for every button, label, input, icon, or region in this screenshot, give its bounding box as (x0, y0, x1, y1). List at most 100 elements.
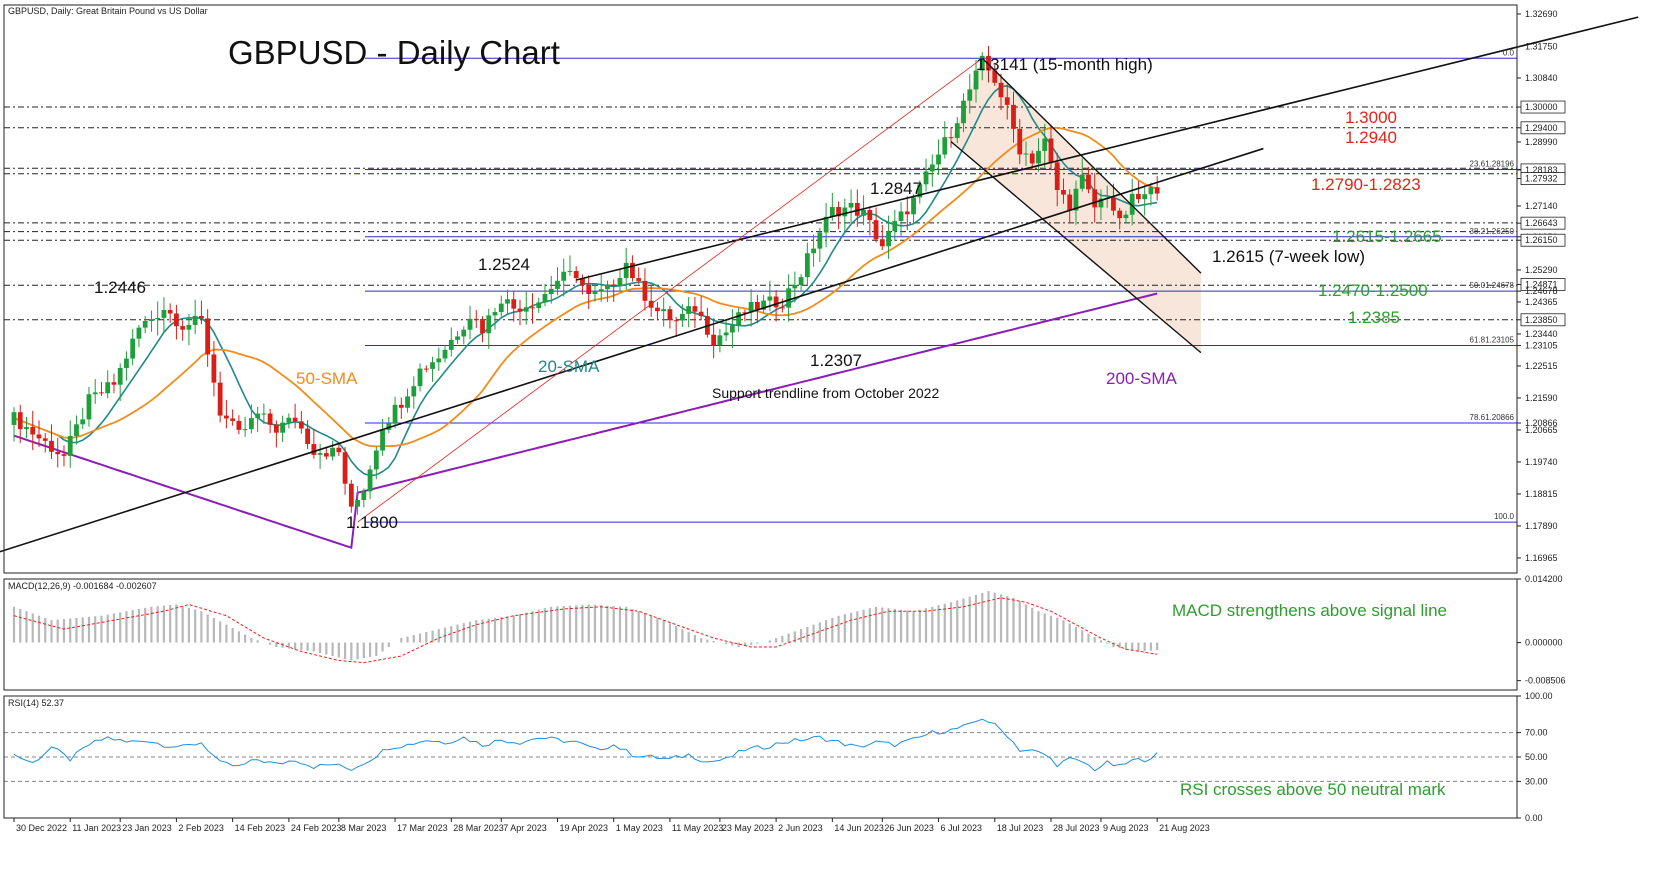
y-axis-price-box (1520, 121, 1566, 135)
candle-body (517, 308, 523, 312)
candle-body (480, 320, 485, 334)
chart-symbol-info: GBPUSD, Daily: Great Britain Pound vs US… (8, 6, 208, 16)
candle-body (929, 164, 935, 172)
candle-body (1098, 198, 1104, 208)
y-axis-label: 1.24678 (1525, 286, 1558, 296)
candle-body (111, 382, 117, 385)
x-axis-label: 2 Jun 2023 (778, 823, 823, 833)
candle-body (879, 239, 885, 247)
candle-body (542, 294, 548, 303)
x-axis-label: 17 Mar 2023 (397, 823, 448, 833)
candle-body (1123, 214, 1129, 219)
candle-body (199, 315, 204, 319)
candle-body (255, 413, 261, 419)
candle-body (898, 211, 904, 221)
candle-body (1042, 138, 1048, 151)
candle-body (536, 302, 542, 309)
candle-body (630, 262, 635, 279)
candle-body (1079, 174, 1085, 189)
fibonacci-label: 23.61.28196 (1470, 159, 1515, 168)
candle-body (698, 311, 704, 317)
candle-body (948, 137, 954, 139)
candle-body (967, 89, 973, 101)
sma-200-line (13, 292, 1158, 550)
rsi-y-label: 70.00 (1525, 728, 1548, 738)
label-20-sma: 20-SMA (538, 357, 600, 376)
y-axis-label: 1.19740 (1525, 457, 1558, 467)
y-axis-price-box (1520, 278, 1566, 291)
upper-trendline (576, 16, 1639, 281)
candle-body (667, 309, 673, 321)
candle-body (1048, 138, 1054, 163)
level-label: 1.2940 (1345, 128, 1397, 147)
candle-body (798, 277, 804, 285)
candle-body (492, 312, 498, 316)
candle-body (361, 491, 367, 501)
x-axis-label: 1 May 2023 (616, 823, 663, 833)
y-axis-label: 1.28990 (1525, 137, 1558, 147)
candle-body (386, 423, 392, 430)
fibonacci-label: 0.0 (1503, 48, 1515, 57)
y-axis-label: 1.32690 (1525, 9, 1558, 19)
level-label: 1.2470-1.2500 (1318, 281, 1428, 300)
candle-body (105, 382, 111, 394)
candle-body (1129, 193, 1135, 215)
candle-body (692, 306, 698, 312)
candle-body (174, 313, 179, 327)
fibonacci-label: 38.21.26250 (1470, 227, 1515, 236)
candle-body (36, 434, 42, 439)
candle-body (430, 362, 435, 369)
candle-body (736, 312, 742, 326)
candle-body (605, 284, 610, 290)
candle-body (811, 248, 816, 254)
candle-body (773, 296, 779, 308)
candle-body (136, 327, 142, 339)
y-axis-label: 1.30840 (1525, 73, 1558, 83)
candle-body (1092, 189, 1098, 208)
candle-body (854, 202, 860, 216)
candle-body (923, 171, 929, 185)
x-axis-label: 11 Jan 2023 (72, 823, 121, 833)
rsi-y-label: 50.00 (1525, 752, 1548, 762)
candle-body (1086, 174, 1091, 190)
macd-pane-frame (3, 578, 1518, 691)
candle-body (842, 207, 848, 217)
candle-body (836, 207, 841, 217)
candle-body (655, 307, 660, 312)
candle-body (42, 438, 48, 441)
fibonacci-label: 50.01.24678 (1470, 281, 1515, 290)
candle-body (886, 231, 891, 247)
sma-20-line (13, 85, 1158, 477)
candle-body (936, 154, 941, 165)
candle-body (1023, 153, 1029, 155)
label-50-sma: 50-SMA (296, 369, 358, 388)
y-axis-label: 1.29400 (1525, 123, 1558, 133)
candle-body (298, 421, 304, 429)
candle-body (305, 428, 311, 445)
candle-body (248, 418, 254, 430)
y-axis-label: 1.24365 (1525, 297, 1558, 307)
x-axis-label: 6 Jul 2023 (941, 823, 983, 833)
candle-body (742, 312, 748, 314)
candle-body (217, 382, 223, 416)
candle-body (1011, 104, 1016, 129)
fibonacci-label: 100.0 (1494, 512, 1515, 521)
level-label: 1.2385 (1348, 308, 1400, 327)
candle-body (1117, 210, 1123, 219)
candle-body (236, 420, 242, 430)
candle-body (592, 291, 598, 295)
candle-body (848, 202, 854, 208)
candle-body (686, 306, 692, 314)
x-axis-label: 23 Jan 2023 (122, 823, 172, 833)
candle-body (636, 278, 642, 281)
candle-body (317, 453, 323, 455)
x-axis-label: 26 Jun 2023 (884, 823, 934, 833)
candle-body (336, 447, 342, 453)
candle-body (961, 100, 966, 124)
candle-body (398, 404, 404, 408)
y-axis-label: 1.26643 (1525, 218, 1558, 228)
candle-body (205, 318, 211, 355)
x-axis-label: 30 Dec 2022 (16, 823, 67, 833)
y-axis-label: 1.18815 (1525, 489, 1558, 499)
candle-body (330, 447, 335, 457)
